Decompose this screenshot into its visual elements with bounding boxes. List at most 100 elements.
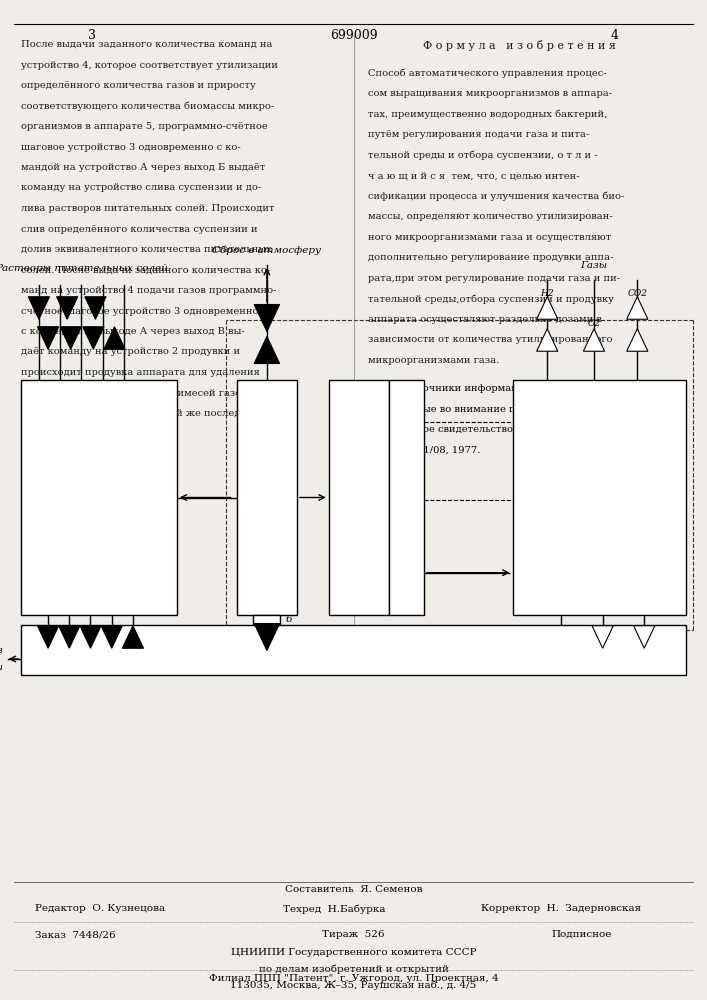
Text: с командой на выходе А через выход В вы-: с командой на выходе А через выход В вы- xyxy=(21,327,245,336)
Text: шаговое устройство 3 одновременно с ко-: шаговое устройство 3 одновременно с ко- xyxy=(21,143,241,152)
Polygon shape xyxy=(57,297,78,319)
Polygon shape xyxy=(537,329,558,351)
Text: суспензии: суспензии xyxy=(0,663,4,672)
Text: Газы: Газы xyxy=(580,261,607,270)
Text: ч а ю щ и й с я  тем, что, с целью интен-: ч а ю щ и й с я тем, что, с целью интен- xyxy=(368,171,579,180)
Text: долив эквивалентного количества питательных: долив эквивалентного количества питатель… xyxy=(21,245,272,254)
Text: Б: Б xyxy=(403,495,410,504)
Text: 3: 3 xyxy=(353,489,365,507)
Bar xyxy=(329,380,389,615)
Polygon shape xyxy=(255,305,280,332)
Text: определённого количества газов и приросту: определённого количества газов и прирост… xyxy=(21,81,256,90)
Text: Тираж  526: Тираж 526 xyxy=(322,930,385,939)
Text: счётное шаговое устройство 3 одновременно: счётное шаговое устройство 3 одновременн… xyxy=(21,306,259,316)
Polygon shape xyxy=(60,327,81,349)
Bar xyxy=(513,380,686,615)
Text: Способ автоматического управления процес-: Способ автоматического управления процес… xyxy=(368,69,607,78)
Text: А: А xyxy=(403,573,410,582)
Text: тельной среды и отбора суспензии, о т л и -: тельной среды и отбора суспензии, о т л … xyxy=(368,151,597,160)
Polygon shape xyxy=(28,297,49,319)
Text: соответствующего количества биомассы микро-: соответствующего количества биомассы мик… xyxy=(21,102,274,111)
Polygon shape xyxy=(80,626,101,648)
Text: 3: 3 xyxy=(88,29,96,42)
Text: CO2: CO2 xyxy=(627,289,648,298)
Text: тем операции повторяют в той же последова-: тем операции повторяют в той же последов… xyxy=(21,409,262,418)
Bar xyxy=(237,380,297,615)
Text: сом выращивания микроорганизмов в аппара-: сом выращивания микроорганизмов в аппара… xyxy=(368,89,612,98)
Text: 2: 2 xyxy=(261,489,273,507)
Text: устройство 4, которое соответствует утилизации: устройство 4, которое соответствует утил… xyxy=(21,60,279,70)
Text: происходит продувка аппарата для удаления: происходит продувка аппарата для удалени… xyxy=(21,368,260,377)
Text: H2: H2 xyxy=(540,289,554,298)
Bar xyxy=(389,380,424,615)
Bar xyxy=(21,380,177,615)
Text: по делам изобретений и открытий: по делам изобретений и открытий xyxy=(259,964,448,974)
Text: После выдачи заданного количества команд на: После выдачи заданного количества команд… xyxy=(21,40,273,49)
Text: 699009: 699009 xyxy=(329,29,378,42)
Text: тельности.: тельности. xyxy=(21,430,78,438)
Polygon shape xyxy=(592,626,613,648)
Polygon shape xyxy=(626,297,648,319)
Text: Растворы питательных солей: Растворы питательных солей xyxy=(0,264,168,273)
Polygon shape xyxy=(537,297,558,319)
Polygon shape xyxy=(59,626,80,648)
Text: тах, преимущественно водородных бактерий,: тах, преимущественно водородных бактерий… xyxy=(368,110,607,119)
Text: Составитель  Я. Семенов: Составитель Я. Семенов xyxy=(285,885,422,894)
Text: слив: слив xyxy=(0,646,4,655)
Text: Заказ  7448/26: Заказ 7448/26 xyxy=(35,930,116,939)
Polygon shape xyxy=(37,626,59,648)
Text: 4: 4 xyxy=(593,489,605,507)
Text: тательной среды,отбора суспензии и продувку: тательной среды,отбора суспензии и проду… xyxy=(368,294,614,304)
Text: 5: 5 xyxy=(235,641,246,659)
Text: В: В xyxy=(403,418,410,427)
Text: сификации процесса и улучшения качества био-: сификации процесса и улучшения качества … xyxy=(368,192,624,201)
Text: даёт команду на устройство 2 продувки и: даёт команду на устройство 2 продувки и xyxy=(21,348,240,357)
Text: Подписное: Подписное xyxy=(551,930,612,939)
Text: путём регулирования подачи газа и пита-: путём регулирования подачи газа и пита- xyxy=(368,130,589,139)
Polygon shape xyxy=(255,336,280,363)
Polygon shape xyxy=(626,329,648,351)
Polygon shape xyxy=(583,329,604,351)
Bar xyxy=(21,625,686,675)
Text: лива растворов питательных солей. Происходит: лива растворов питательных солей. Происх… xyxy=(21,204,275,213)
Text: ного микроорганизмами газа и осуществляют: ного микроорганизмами газа и осуществляю… xyxy=(368,233,611,242)
Text: 4: 4 xyxy=(611,29,619,42)
Text: аппарата осуществляют раздельно дозами в: аппарата осуществляют раздельно дозами в xyxy=(368,315,602,324)
Text: O2: O2 xyxy=(588,319,600,328)
Text: 1. Авторское свидетельство СССР № 567746,: 1. Авторское свидетельство СССР № 567746… xyxy=(368,425,602,434)
Bar xyxy=(253,615,280,625)
Polygon shape xyxy=(85,297,106,319)
Text: принятые во внимание при экспертизе: принятые во внимание при экспертизе xyxy=(385,405,591,414)
Text: команду на устройство слива суспензии и до-: команду на устройство слива суспензии и … xyxy=(21,184,262,192)
Polygon shape xyxy=(83,327,104,349)
Polygon shape xyxy=(633,626,655,648)
Polygon shape xyxy=(122,626,144,648)
Text: организмов в аппарате 5, программно-счётное: организмов в аппарате 5, программно-счёт… xyxy=(21,122,268,131)
Text: Корректор  Н.  Задерновская: Корректор Н. Задерновская xyxy=(481,904,641,913)
Polygon shape xyxy=(255,624,280,650)
Text: 1: 1 xyxy=(93,489,105,507)
Polygon shape xyxy=(101,626,122,648)
Text: 6: 6 xyxy=(286,615,293,624)
Text: скопившихся неусвоенных примесей газов. За-: скопившихся неусвоенных примесей газов. … xyxy=(21,389,269,398)
Text: Редактор  О. Кузнецова: Редактор О. Кузнецова xyxy=(35,904,165,913)
Text: массы, определяют количество утилизирован-: массы, определяют количество утилизирова… xyxy=(368,212,612,221)
Text: кл. С 12 В 1/08, 1977.: кл. С 12 В 1/08, 1977. xyxy=(368,446,480,455)
Text: Техред  Н.Бабурка: Техред Н.Бабурка xyxy=(283,904,385,914)
Text: рата,при этом регулирование подачи газа и пи-: рата,при этом регулирование подачи газа … xyxy=(368,274,620,283)
Text: ЦНИИПИ Государственного комитета СССР: ЦНИИПИ Государственного комитета СССР xyxy=(230,948,477,957)
Text: Филиал ППП "Патент", г. Ужгород, ул. Проектная, 4: Филиал ППП "Патент", г. Ужгород, ул. Про… xyxy=(209,974,498,983)
Text: зависимости от количества утилизированного: зависимости от количества утилизированно… xyxy=(368,335,612,344)
Text: Сброс в атмосферу: Сброс в атмосферу xyxy=(212,245,322,255)
Text: слив определённого количества суспензии и: слив определённого количества суспензии … xyxy=(21,225,258,233)
Text: манд на устройство 4 подачи газов программно-: манд на устройство 4 подачи газов програ… xyxy=(21,286,276,295)
Text: 113035, Москва, Ж–35, Раушская наб., д. 4/5: 113035, Москва, Ж–35, Раушская наб., д. … xyxy=(230,980,477,990)
Polygon shape xyxy=(104,327,125,349)
Text: дополнительно регулирование продувки аппа-: дополнительно регулирование продувки апп… xyxy=(368,253,613,262)
Text: микроорганизмами газа.: микроорганизмами газа. xyxy=(368,356,499,365)
Text: Ф о р м у л а   и з о б р е т е н и я: Ф о р м у л а и з о б р е т е н и я xyxy=(423,40,616,51)
Polygon shape xyxy=(37,327,59,349)
Text: мандой на устройство А через выход Б выдаёт: мандой на устройство А через выход Б выд… xyxy=(21,163,265,172)
Text: Источники информации,: Источники информации, xyxy=(403,384,534,393)
Text: солей. После выдачи заданного количества ко-: солей. После выдачи заданного количества… xyxy=(21,266,271,275)
